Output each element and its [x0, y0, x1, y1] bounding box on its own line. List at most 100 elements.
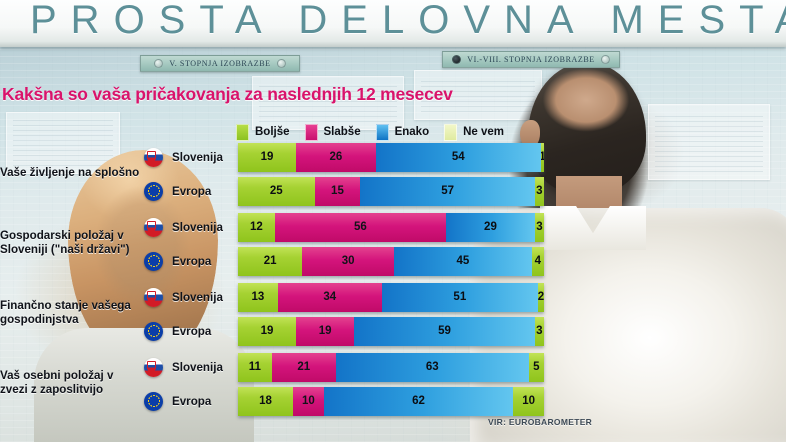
bar-segment-value: 19 — [260, 151, 274, 163]
legend-item-pink: Slabše — [304, 123, 361, 141]
person-hair-left — [68, 150, 218, 355]
sign-label: V. STOPNJA IZOBRAZBE — [169, 59, 271, 68]
series-row-eu: Evropa 21 30 45 4 — [144, 246, 786, 276]
bar-segment-better: 13 — [238, 282, 278, 312]
bar-segment-value: 18 — [259, 395, 272, 407]
bar-segment-value: 11 — [248, 361, 261, 373]
slovenia-flag-icon — [144, 147, 163, 167]
series-row-eu: Evropa 25 15 57 3 — [144, 176, 786, 206]
bar-segment-same: 29 — [446, 212, 535, 242]
bar-segment-dontknow: 4 — [531, 246, 544, 276]
bar-segment-value: 1 — [541, 151, 544, 163]
board-banner: PROSTA DELOVNA MESTA — [0, 0, 786, 47]
bar-segment-same: 62 — [323, 386, 514, 416]
europe-flag-icon — [144, 321, 163, 341]
bar-segment-value: 19 — [260, 325, 274, 337]
series-row-si: Slovenija 19 26 54 1 — [144, 142, 786, 172]
sign-education-level-5: V. STOPNJA IZOBRAZBE — [140, 55, 300, 72]
europe-flag-icon — [144, 181, 163, 201]
series-row-si: Slovenija 13 34 51 2 — [144, 282, 786, 312]
slovenia-flag-icon — [144, 357, 163, 377]
bar-segment-value: 5 — [533, 361, 540, 373]
bar-segment-value: 62 — [412, 395, 425, 407]
bar-segment-better: 11 — [238, 352, 272, 382]
slovenia-flag-icon — [144, 217, 163, 237]
bar-segment-better: 19 — [238, 142, 297, 172]
legend-label: Enako — [394, 126, 430, 138]
series-label: Slovenija — [172, 290, 223, 304]
group-label: Vaše življenje na splošno — [0, 166, 160, 180]
bar-segment-worse: 21 — [271, 352, 336, 382]
bar-segment-value: 21 — [297, 361, 311, 373]
stacked-bar: 11 21 63 5 — [238, 352, 544, 382]
legend-item-pale: Ne vem — [444, 123, 504, 141]
legend-label: Boljše — [255, 126, 290, 138]
bar-segment-better: 21 — [238, 246, 303, 276]
bar-segment-value: 30 — [341, 255, 355, 267]
bar-segment-dontknow: 2 — [537, 282, 544, 312]
bar-segment-value: 45 — [456, 255, 470, 267]
stacked-bar: 21 30 45 4 — [238, 246, 544, 276]
series-label: Evropa — [172, 184, 212, 198]
bar-segment-same: 45 — [394, 246, 532, 276]
bar-segment-better: 19 — [238, 316, 297, 346]
bar-segment-value: 54 — [451, 151, 465, 163]
chart-groups: Vaše življenje na splošno Slovenija 19 26 54… — [0, 140, 786, 420]
group-label: Finančno stanje vašega gospodinjstva — [0, 299, 160, 327]
series-label: Evropa — [172, 324, 212, 338]
bar-segment-worse: 30 — [302, 246, 395, 276]
sign-label: VI.-VIII. STOPNJA IZOBRAZBE — [467, 55, 595, 64]
bar-segment-dontknow: 10 — [513, 386, 544, 416]
group-label-line: Sloveniji ("naši državi") — [0, 243, 130, 256]
chart-group: Finančno stanje vašega gospodinjstva Slove… — [0, 280, 786, 350]
notice-sheet — [6, 112, 120, 174]
group-label-line: Finančno stanje vašega — [0, 299, 131, 312]
series-row-eu: Evropa 19 19 59 3 — [144, 316, 786, 346]
europe-flag-icon — [144, 391, 163, 411]
bar-segment-dontknow: 1 — [540, 142, 544, 172]
bar-segment-value: 29 — [484, 221, 497, 233]
series-row-eu: Evropa 18 10 62 10 — [144, 386, 786, 416]
stacked-bar: 18 10 62 10 — [238, 386, 544, 416]
bar-segment-value: 21 — [263, 255, 277, 267]
bar-segment-same: 51 — [381, 282, 538, 312]
bar-segment-value: 13 — [251, 291, 265, 303]
bar-segment-value: 2 — [537, 291, 544, 303]
bar-segment-value: 19 — [318, 325, 332, 337]
legend-swatch-icon — [444, 123, 458, 141]
chart-group: Vaš osebni položaj v zvezi z zaposlitvijo… — [0, 350, 786, 420]
bar-segment-same: 63 — [335, 352, 529, 382]
stacked-bar: 25 15 57 3 — [238, 176, 544, 206]
group-label-line: Gospodarski položaj v — [0, 229, 124, 242]
series-label: Evropa — [172, 394, 212, 408]
europe-flag-icon — [144, 251, 163, 271]
legend-item-blue: Enako — [375, 123, 430, 141]
group-label-line: Vaše življenje na splošno — [0, 166, 140, 179]
chart-legend: Boljše Slabše Enako Ne vem — [236, 123, 519, 141]
bar-segment-value: 3 — [536, 185, 543, 197]
series-label: Slovenija — [172, 220, 223, 234]
person-head-right — [528, 62, 646, 194]
bar-segment-value: 25 — [269, 185, 283, 197]
bar-segment-better: 12 — [238, 212, 275, 242]
bar-segment-value: 57 — [441, 185, 454, 197]
group-label-line: zvezi z zaposlitvijo — [0, 383, 104, 396]
sign-bullet-icon — [154, 59, 164, 68]
series-label: Evropa — [172, 254, 212, 268]
group-label: Gospodarski položaj v Sloveniji ("naši dr… — [0, 229, 160, 257]
legend-swatch-icon — [236, 123, 249, 141]
bar-segment-value: 10 — [301, 395, 315, 407]
bar-segment-value: 51 — [453, 291, 467, 303]
bar-segment-same: 59 — [354, 316, 535, 346]
legend-item-green: Boljše — [236, 123, 290, 141]
legend-swatch-icon — [304, 123, 318, 141]
bar-segment-dontknow: 3 — [534, 212, 544, 242]
bar-segment-value: 63 — [425, 361, 439, 373]
bar-segment-dontknow: 5 — [528, 352, 544, 382]
group-label-line: gospodinjstva — [0, 313, 79, 326]
bar-segment-better: 25 — [238, 176, 315, 206]
chart-source: VIR: EUROBAROMETER — [488, 417, 593, 427]
chart-group: Gospodarski položaj v Sloveniji ("naši dr… — [0, 210, 786, 280]
legend-label: Slabše — [323, 126, 361, 138]
person-silhouette-left — [20, 150, 254, 442]
